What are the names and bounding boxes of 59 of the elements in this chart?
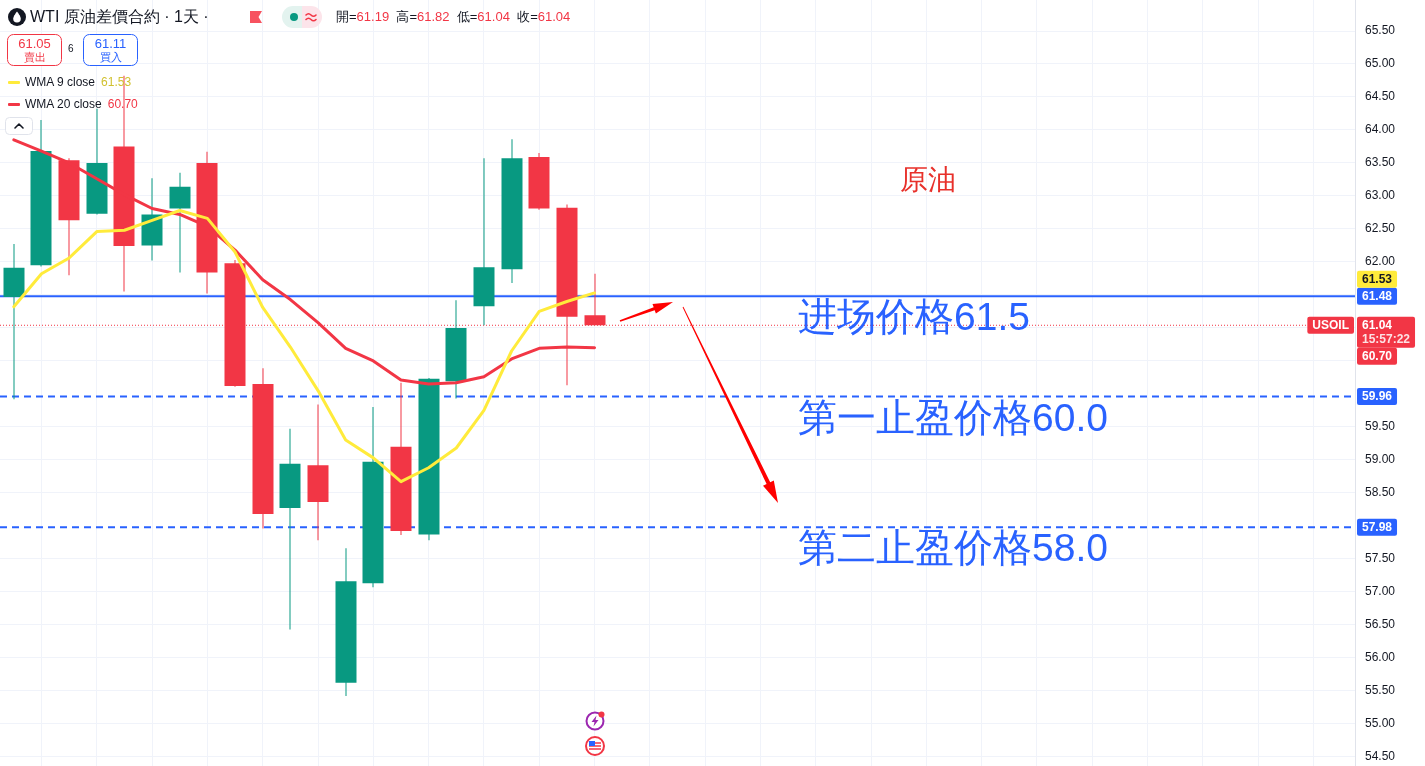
text: 開=61.19 高=61.82 低=61.04 收=61.04	[336, 9, 571, 24]
text: WTI 原油差價合約 · 1天 ·	[30, 8, 209, 26]
candlestick	[307, 404, 329, 541]
y-tick-label: 56.00	[1365, 650, 1396, 665]
y-tick-label: 55.50	[1365, 683, 1396, 698]
annotation: 賣出	[23, 51, 46, 63]
ref-line-label: 59.96	[1362, 389, 1393, 404]
candlestick	[141, 178, 163, 261]
candlestick	[279, 428, 301, 630]
y-tick-label: 65.50	[1365, 23, 1396, 38]
legend-label: WMA 9 close	[25, 74, 96, 91]
candlestick	[196, 151, 218, 294]
y-tick-label: 63.50	[1365, 155, 1396, 170]
y-tick-label: 54.50	[1365, 749, 1396, 764]
buy-button: 61.11 買入	[83, 34, 138, 66]
candlestick	[445, 300, 467, 399]
y-tick-label: 65.00	[1365, 56, 1396, 71]
candlestick	[501, 139, 523, 284]
y-tick-label: 57.00	[1365, 584, 1396, 599]
candlestick	[86, 108, 108, 215]
candlestick	[30, 120, 52, 267]
y-tick-label: 58.50	[1365, 485, 1396, 500]
annotation: 进场价格61.5	[798, 295, 1030, 339]
y-tick-label: 62.00	[1365, 254, 1396, 269]
annotation: 61.53	[101, 74, 132, 91]
candlestick	[418, 378, 440, 541]
y-tick-label: 64.50	[1365, 89, 1396, 104]
annotation: 第一止盈价格60.0	[798, 395, 1108, 439]
candlestick	[58, 158, 80, 276]
y-tick-label: 57.50	[1365, 551, 1396, 566]
y-tick-label: 62.50	[1365, 221, 1396, 236]
annotation: 61.05	[18, 36, 51, 51]
candlestick	[252, 368, 274, 529]
sell-button: 61.05 賣出	[7, 34, 62, 66]
y-tick-label: 59.50	[1365, 419, 1396, 434]
candlestick	[335, 548, 357, 697]
text: 60.70	[1362, 349, 1393, 364]
candlestick	[362, 407, 384, 588]
y-tick-label: 59.00	[1365, 452, 1396, 467]
annotation: 6	[68, 43, 74, 55]
annotation: 原油	[900, 164, 956, 196]
annotation: 61.11	[94, 36, 127, 51]
ref-line-label: 61.48	[1362, 289, 1393, 304]
text: 61.53	[1362, 272, 1393, 287]
annotation: 第二止盈价格58.0	[798, 526, 1108, 570]
y-tick-label: 56.50	[1365, 617, 1396, 632]
y-tick-label: 63.00	[1365, 188, 1396, 203]
candlestick	[169, 172, 191, 273]
y-tick-label: 64.00	[1365, 122, 1396, 137]
candlestick	[473, 158, 495, 326]
candlestick	[3, 244, 25, 400]
legend-label: WMA 20 close	[25, 96, 102, 113]
candlestick	[528, 153, 550, 210]
ref-line-label: 61.04 15:57:22	[1362, 318, 1411, 347]
annotation: 買入	[99, 51, 122, 63]
annotation: USOIL	[1312, 318, 1349, 333]
ref-line-label: 57.98	[1362, 519, 1393, 534]
y-tick-label: 55.00	[1365, 716, 1396, 731]
annotation: 60.70	[107, 96, 138, 113]
